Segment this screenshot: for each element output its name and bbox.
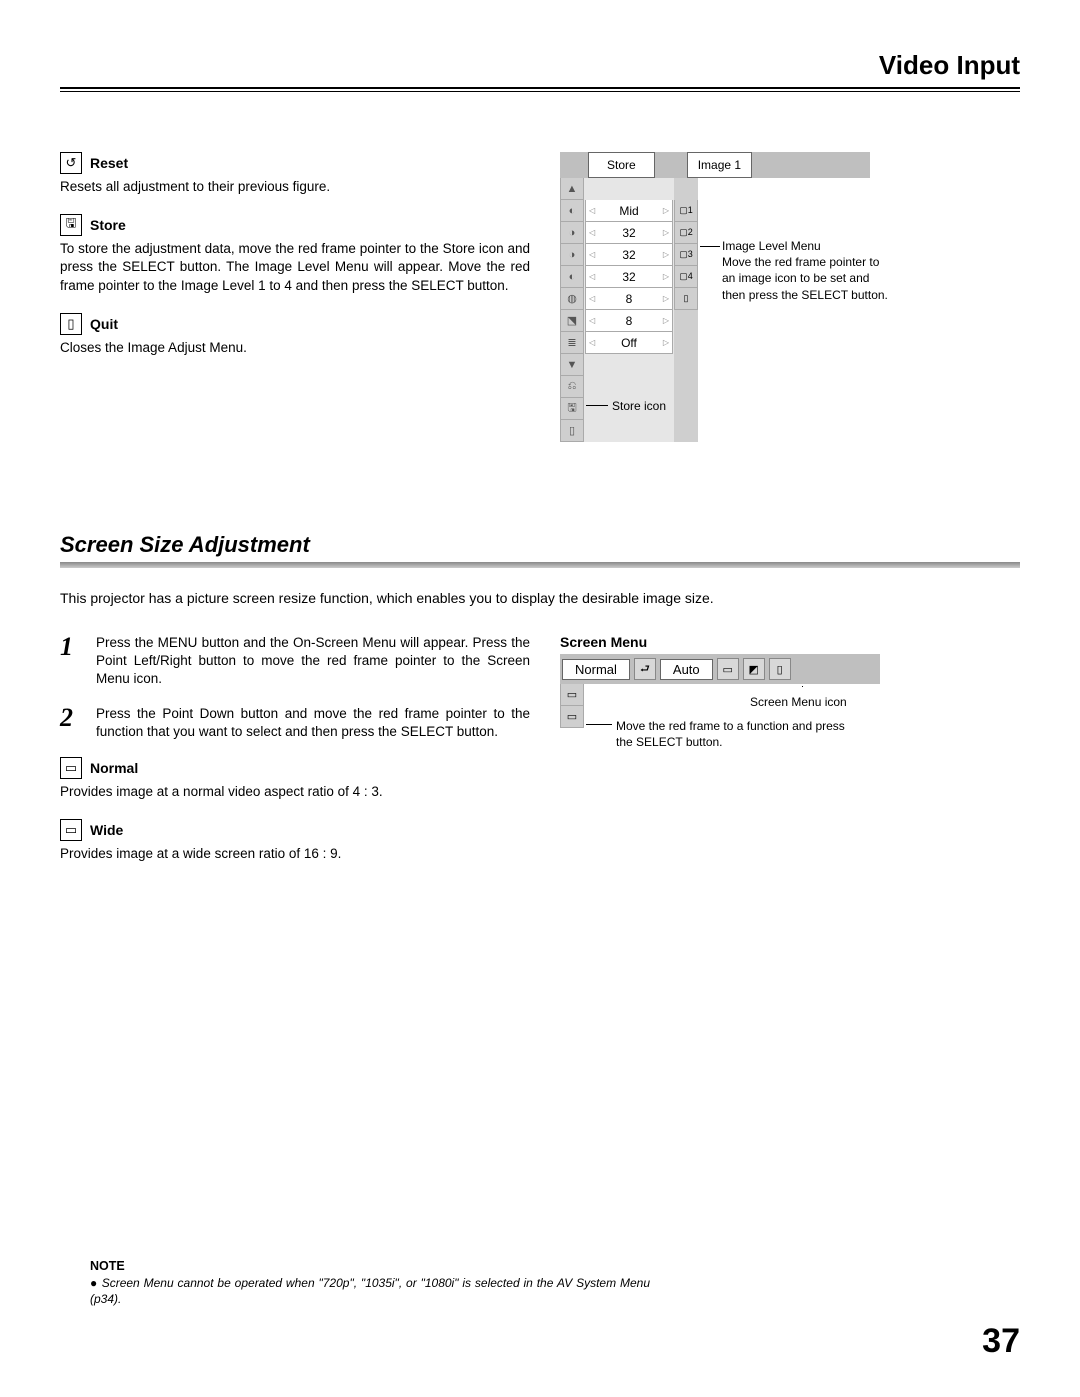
image-level-2-icon: ▢2 <box>674 222 698 244</box>
page-header-title: Video Input <box>60 50 1020 81</box>
step-1: 1 Press the MENU button and the On-Scree… <box>60 634 530 689</box>
osd-blank <box>585 178 673 200</box>
callout-line <box>700 246 720 247</box>
callout-line <box>586 724 612 725</box>
osd-reset-icon: ⎌ <box>560 376 584 398</box>
mode-wide: ▭ Wide Provides image at a wide screen r… <box>60 819 530 863</box>
store-icon: 🖫 <box>60 214 82 236</box>
screen-menu-title: Screen Menu <box>560 634 880 650</box>
quit-icon: ▯ <box>60 313 82 335</box>
osd-row-icon: ⬔ <box>560 310 584 332</box>
reset-icon: ↺ <box>60 152 82 174</box>
store-title: Store <box>90 217 126 233</box>
osd-value: Off <box>585 332 673 354</box>
osd2-below-normal-icon: ▭ <box>560 684 584 706</box>
section-rule <box>60 562 1020 568</box>
wide-body: Provides image at a wide screen ratio of… <box>60 845 530 863</box>
osd2-below-col: ▭ ▭ <box>560 684 584 728</box>
step-number: 1 <box>60 634 82 689</box>
step-number: 2 <box>60 705 82 741</box>
osd2-label-normal: Normal <box>562 659 630 680</box>
step-2: 2 Press the Point Down button and move t… <box>60 705 530 741</box>
osd-value: 8 <box>585 288 673 310</box>
step-body: Press the MENU button and the On-Screen … <box>96 634 530 689</box>
mode-normal: ▭ Normal Provides image at a normal vide… <box>60 757 530 801</box>
normal-body: Provides image at a normal video aspect … <box>60 783 530 801</box>
reset-title: Reset <box>90 155 128 171</box>
osd-store-icon: 🖫 <box>560 398 584 420</box>
page-number: 37 <box>982 1322 1020 1361</box>
osd-row-icon: ◍ <box>560 288 584 310</box>
image-level-quit-icon: ▯ <box>674 288 698 310</box>
section-intro: This projector has a picture screen resi… <box>60 590 1020 606</box>
screen-menu-osd: Screen Menu Normal ⮐ Auto ▭ ◩ ▯ ▭ ▭ Scre… <box>560 634 880 728</box>
quit-title: Quit <box>90 316 118 332</box>
image-level-3-icon: ▢3 <box>674 244 698 266</box>
store-body: To store the adjustment data, move the r… <box>60 240 530 295</box>
osd-row-icon: ◐ <box>560 200 584 222</box>
osd-value: 8 <box>585 310 673 332</box>
screen-menu-icon-callout: Screen Menu icon <box>750 694 847 710</box>
note-body: Screen Menu cannot be operated when "720… <box>90 1275 650 1307</box>
callout-line <box>802 686 803 687</box>
image-level-callout: Image Level Menu Move the red frame poin… <box>722 238 892 303</box>
osd-down-icon: ▼ <box>560 354 584 376</box>
osd2-misc-icon: ◩ <box>743 658 765 680</box>
osd-left-icon-col: ▲ ◐ ◑ ◑ ◐ ◍ ⬔ ≣ ▼ ⎌ 🖫 ▯ <box>560 178 584 442</box>
step-body: Press the Point Down button and move the… <box>96 705 530 741</box>
osd-up-icon: ▲ <box>560 178 584 200</box>
osd-value: 32 <box>585 266 673 288</box>
osd-row-icon: ≣ <box>560 332 584 354</box>
osd2-return-icon: ⮐ <box>634 658 656 680</box>
osd-row-icon: ◑ <box>560 222 584 244</box>
normal-icon: ▭ <box>60 757 82 779</box>
feature-reset: ↺ Reset Resets all adjustment to their p… <box>60 152 530 196</box>
wide-title: Wide <box>90 822 123 838</box>
screen-menu-move-callout: Move the red frame to a function and pre… <box>616 718 846 750</box>
osd-value: 32 <box>585 222 673 244</box>
callout-line <box>586 405 608 406</box>
osd-value: 32 <box>585 244 673 266</box>
osd-right-icon-col: ▢1 ▢2 ▢3 ▢4 ▯ <box>674 178 698 442</box>
image-level-osd: Store Image 1 ▲ ◐ ◑ ◑ ◐ ◍ ⬔ ≣ ▼ ⎌ <box>560 152 870 442</box>
section-title: Screen Size Adjustment <box>60 532 1020 558</box>
note-label: NOTE <box>90 1259 650 1273</box>
osd-header-store: Store <box>588 152 655 178</box>
osd-quit-icon: ▯ <box>560 420 584 442</box>
osd2-screen-icon: ▭ <box>717 658 739 680</box>
osd2-below-wide-icon: ▭ <box>560 706 584 728</box>
feature-store: 🖫 Store To store the adjustment data, mo… <box>60 214 530 295</box>
osd-row-icon: ◐ <box>560 266 584 288</box>
image-level-1-icon: ▢1 <box>674 200 698 222</box>
reset-body: Resets all adjustment to their previous … <box>60 178 530 196</box>
osd-header-image: Image 1 <box>687 152 752 178</box>
header-rule <box>60 87 1020 92</box>
feature-quit: ▯ Quit Closes the Image Adjust Menu. <box>60 313 530 357</box>
wide-icon: ▭ <box>60 819 82 841</box>
store-icon-callout: Store icon <box>612 398 666 414</box>
osd2-quit-icon: ▯ <box>769 658 791 680</box>
osd2-label-auto: Auto <box>660 659 713 680</box>
image-level-4-icon: ▢4 <box>674 266 698 288</box>
normal-title: Normal <box>90 760 138 776</box>
quit-body: Closes the Image Adjust Menu. <box>60 339 530 357</box>
osd-row-icon: ◑ <box>560 244 584 266</box>
note-block: NOTE Screen Menu cannot be operated when… <box>90 1259 650 1307</box>
feature-list: ↺ Reset Resets all adjustment to their p… <box>60 152 530 442</box>
osd-value: Mid <box>585 200 673 222</box>
